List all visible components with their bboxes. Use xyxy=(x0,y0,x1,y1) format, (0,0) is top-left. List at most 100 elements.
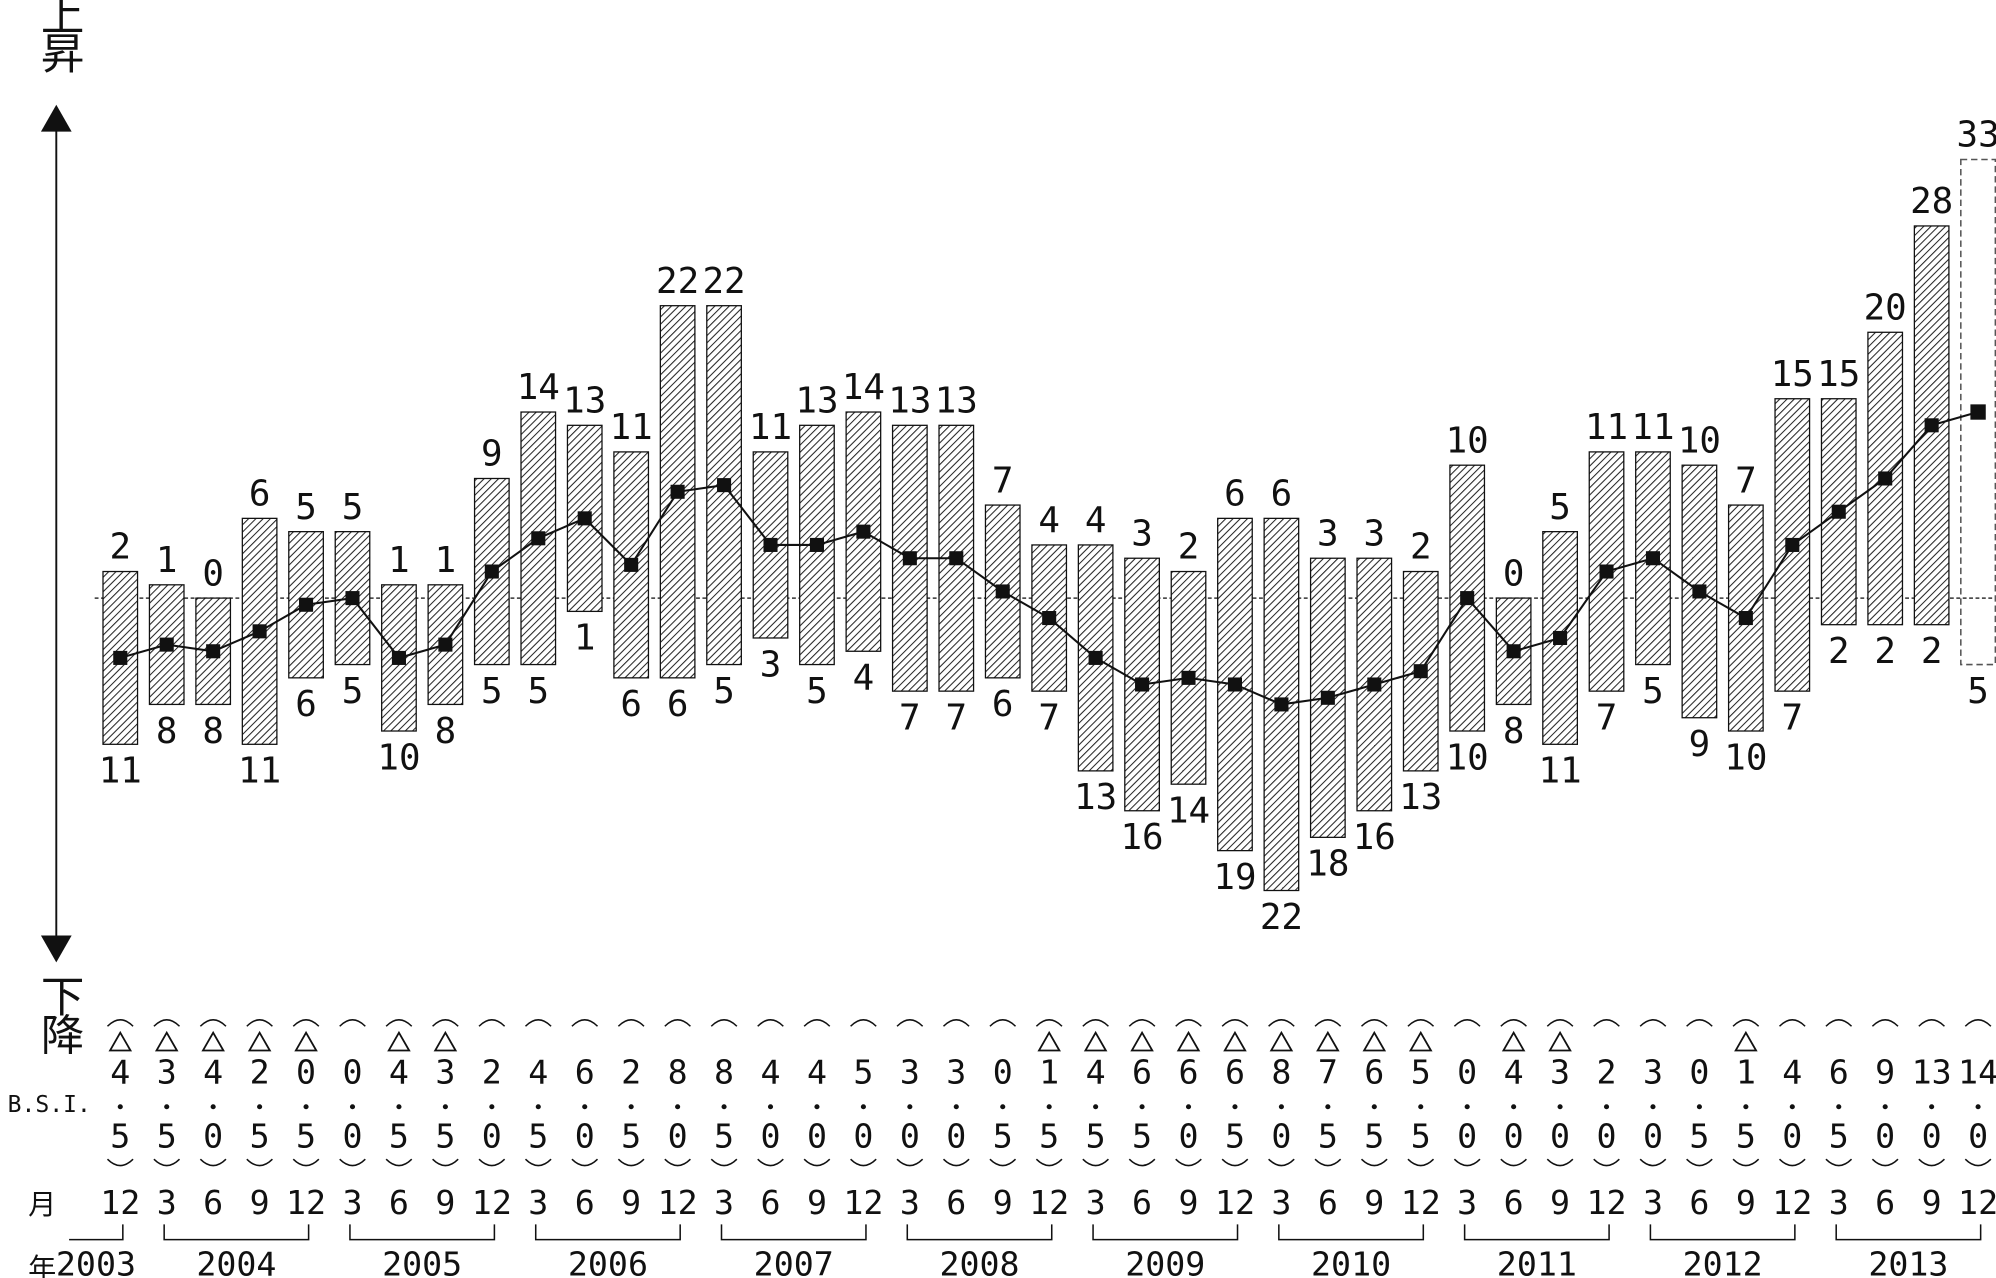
fall-value-label: 6 xyxy=(667,684,689,725)
paren-close-icon xyxy=(571,1158,599,1167)
fall-value-label: 13 xyxy=(1074,777,1117,818)
rise-value-label: 13 xyxy=(795,381,838,422)
minus-triangle-icon xyxy=(1223,1030,1247,1052)
bsi-marker xyxy=(345,591,360,606)
bsi-decimal: 0 xyxy=(1457,1117,1477,1156)
month-label: 3 xyxy=(342,1183,362,1222)
bsi-marker xyxy=(391,650,406,665)
bar xyxy=(520,411,557,666)
paren-close-icon xyxy=(850,1158,877,1167)
decimal-dot-icon xyxy=(628,1104,634,1110)
paren-close-icon xyxy=(1732,1158,1760,1167)
month-label: 3 xyxy=(157,1183,177,1222)
bsi-marker xyxy=(763,537,778,552)
minus-triangle-icon xyxy=(1362,1030,1387,1052)
month-label: 12 xyxy=(1586,1183,1626,1222)
paren-close-icon xyxy=(989,1158,1017,1167)
bsi-marker xyxy=(252,624,267,639)
rise-value-label: 20 xyxy=(1864,288,1907,329)
bsi-decimal: 5 xyxy=(1039,1117,1059,1156)
year-label: 2004 xyxy=(196,1244,276,1278)
bsi-decimal: 0 xyxy=(807,1117,827,1156)
bsi-integer: 3 xyxy=(435,1053,455,1092)
bsi-decimal: 5 xyxy=(1829,1117,1849,1156)
fall-value-label: 4 xyxy=(853,658,875,699)
bsi-decimal: 0 xyxy=(853,1117,873,1156)
fall-value-label: 8 xyxy=(435,711,457,752)
paren-open-icon xyxy=(1778,1019,1806,1027)
paren-open-icon xyxy=(106,1019,134,1027)
paren-open-icon xyxy=(246,1019,273,1027)
month-label: 12 xyxy=(1401,1183,1441,1222)
bsi-integer: 4 xyxy=(110,1053,130,1092)
bar xyxy=(1356,557,1393,812)
bsi-integer: 1 xyxy=(1736,1053,1756,1092)
fall-value-label: 5 xyxy=(342,671,364,712)
month-label: 6 xyxy=(946,1183,966,1222)
bsi-marker xyxy=(1135,677,1150,692)
bsi-integer: 2 xyxy=(482,1053,502,1092)
paren-close-icon xyxy=(1778,1158,1806,1167)
paren-close-icon xyxy=(664,1158,691,1167)
fall-value-label: 13 xyxy=(1399,777,1442,818)
year-label: 2011 xyxy=(1497,1244,1577,1278)
rise-value-label: 7 xyxy=(1735,460,1757,501)
minus-triangle-icon xyxy=(294,1030,318,1052)
paren-open-icon xyxy=(1732,1019,1760,1027)
rise-value-label: 4 xyxy=(1038,500,1060,541)
month-label: 12 xyxy=(843,1183,883,1222)
year-bracket xyxy=(69,1224,124,1241)
month-label: 12 xyxy=(286,1183,326,1222)
year-bracket xyxy=(534,1224,681,1241)
fall-value-label: 5 xyxy=(1967,671,1989,712)
month-label: 6 xyxy=(389,1183,409,1222)
decimal-dot-icon xyxy=(767,1104,774,1110)
bsi-marker xyxy=(902,551,917,566)
decimal-dot-icon xyxy=(1650,1104,1656,1110)
bsi-integer: 13 xyxy=(1912,1053,1952,1092)
bsi-marker xyxy=(1831,504,1846,519)
bsi-decimal: 0 xyxy=(1597,1117,1617,1156)
year-label: 年 xyxy=(28,1252,56,1278)
rise-value-label: 9 xyxy=(481,434,503,475)
decimal-dot-icon xyxy=(1882,1104,1888,1110)
down-arrow-icon xyxy=(40,935,72,963)
bsi-marker xyxy=(531,531,546,546)
bsi-integer: 6 xyxy=(575,1053,595,1092)
rise-value-label: 11 xyxy=(749,407,792,448)
paren-close-icon xyxy=(1825,1158,1853,1167)
rise-value-label: 0 xyxy=(1503,553,1525,594)
bsi-decimal: 5 xyxy=(435,1117,455,1156)
minus-triangle-icon xyxy=(1269,1030,1294,1052)
decimal-dot-icon xyxy=(1557,1104,1563,1110)
year-label: 2005 xyxy=(382,1244,462,1278)
fall-value-label: 2 xyxy=(1828,631,1850,672)
bsi-integer: 4 xyxy=(528,1053,548,1092)
minus-triangle-icon xyxy=(108,1030,133,1052)
month-label: 9 xyxy=(1179,1183,1199,1222)
bsi-decimal: 0 xyxy=(668,1117,688,1156)
month-label: 6 xyxy=(1504,1183,1524,1222)
rise-value-label: 10 xyxy=(1446,420,1489,461)
bsi-marker xyxy=(1645,551,1661,566)
month-label: 3 xyxy=(1086,1183,1106,1222)
bsi-marker xyxy=(206,644,221,659)
decimal-dot-icon xyxy=(1511,1104,1517,1110)
rise-value-label: 15 xyxy=(1817,354,1860,395)
paren-open-icon xyxy=(571,1019,599,1027)
fall-value-label: 22 xyxy=(1260,897,1303,938)
bsi-integer: 3 xyxy=(157,1053,177,1092)
bsi-decimal: 5 xyxy=(1689,1117,1709,1156)
paren-close-icon xyxy=(385,1158,413,1167)
paren-open-icon xyxy=(1268,1019,1295,1027)
month-label: 9 xyxy=(1922,1183,1942,1222)
bsi-decimal: 0 xyxy=(1922,1117,1942,1156)
minus-triangle-icon xyxy=(1734,1030,1758,1052)
rise-value-label: 13 xyxy=(888,381,931,422)
paren-close-icon xyxy=(1360,1158,1388,1167)
bsi-marker xyxy=(949,551,964,566)
month-label: 6 xyxy=(203,1183,223,1222)
rise-value-label: 11 xyxy=(610,407,653,448)
decimal-dot-icon xyxy=(814,1104,820,1110)
bsi-integer: 4 xyxy=(760,1053,780,1092)
